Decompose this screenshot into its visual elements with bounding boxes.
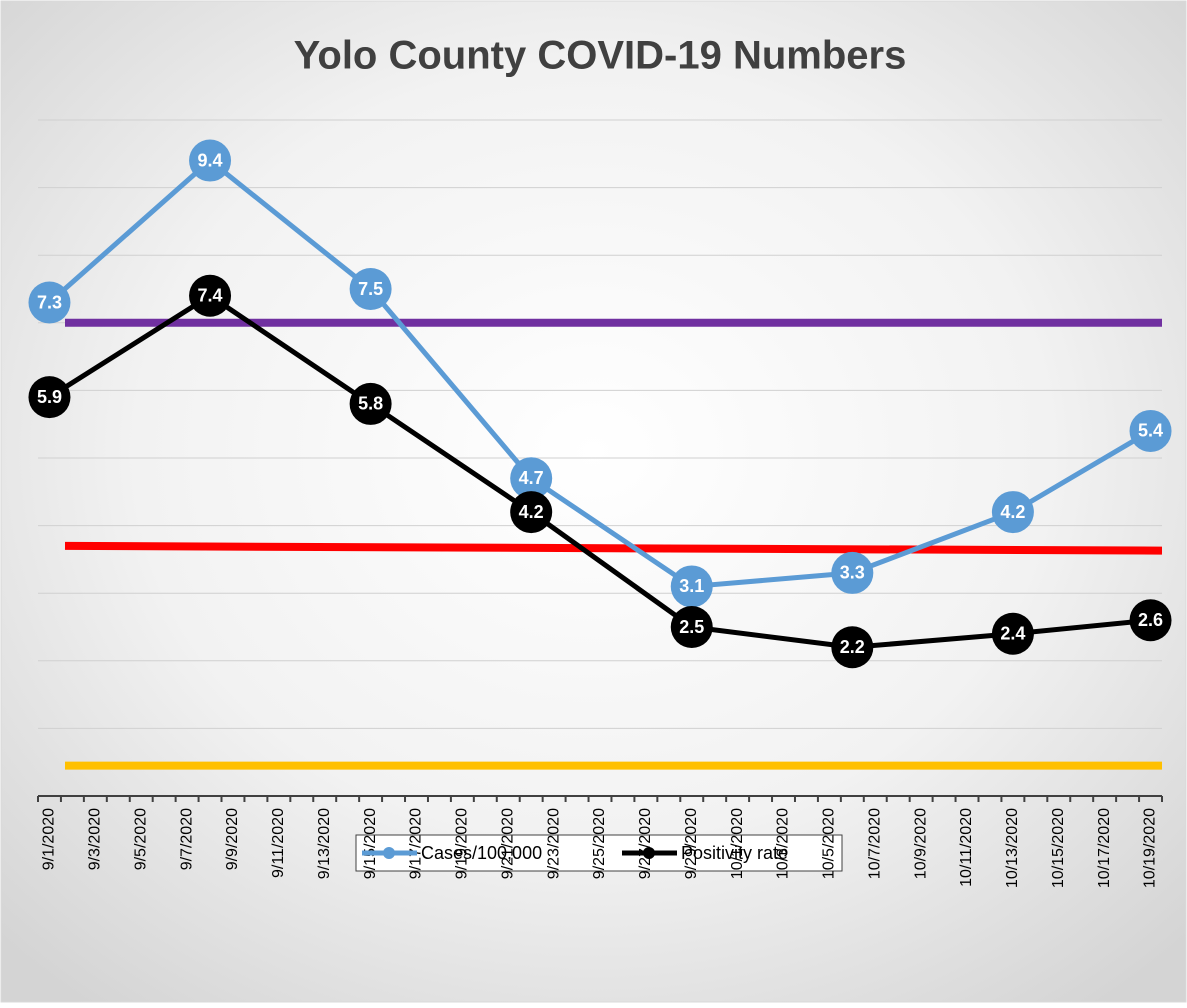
data-point <box>349 382 392 425</box>
series-line <box>48 293 1151 650</box>
x-tick-label: 10/11/2020 <box>958 808 975 887</box>
data-point <box>28 281 71 324</box>
x-tick-label: 10/7/2020 <box>866 808 883 879</box>
legend-marker <box>643 847 655 859</box>
data-point <box>670 565 713 608</box>
x-tick-label: 10/15/2020 <box>1050 808 1067 888</box>
data-label: 7.3 <box>37 292 62 312</box>
x-tick-label: 10/1/2020 <box>729 808 746 879</box>
data-label: 4.2 <box>519 502 544 522</box>
x-tick-label: 10/17/2020 <box>1096 808 1113 888</box>
chart-title: Yolo County COVID-19 Numbers <box>294 34 907 78</box>
x-tick-label: 9/1/2020 <box>41 808 58 870</box>
data-label: 3.3 <box>840 563 865 583</box>
legend-marker <box>383 847 395 859</box>
data-label: 2.4 <box>1000 624 1025 644</box>
x-tick-label: 10/3/2020 <box>775 808 792 879</box>
data-point <box>1129 409 1172 452</box>
data-label: 9.4 <box>198 150 223 170</box>
x-tick-label: 9/25/2020 <box>591 808 608 879</box>
data-label: 4.7 <box>519 468 544 488</box>
data-point <box>510 457 553 500</box>
x-tick-label: 10/5/2020 <box>821 808 838 879</box>
x-tick-label: 9/17/2020 <box>408 808 425 879</box>
x-tick-label: 9/5/2020 <box>132 808 149 870</box>
data-point <box>1129 599 1172 642</box>
data-label: 2.6 <box>1138 610 1163 630</box>
legend-label: Positivity rate <box>681 843 788 863</box>
series-line <box>47 158 1152 589</box>
x-tick-label: 9/7/2020 <box>178 808 195 870</box>
x-tick-label: 9/23/2020 <box>545 808 562 879</box>
data-label: 3.1 <box>679 576 704 596</box>
data-point <box>991 612 1034 655</box>
x-tick-label: 10/19/2020 <box>1142 808 1159 888</box>
legend-box <box>355 834 843 872</box>
data-point <box>831 626 874 669</box>
data-point <box>831 551 874 594</box>
x-tick-label: 10/13/2020 <box>1004 808 1021 888</box>
data-label: 5.4 <box>1138 421 1163 441</box>
data-point <box>349 268 392 310</box>
data-point <box>510 491 553 534</box>
reference-line <box>64 541 1163 555</box>
x-tick-label: 9/27/2020 <box>637 808 654 879</box>
data-point <box>670 606 713 648</box>
data-point <box>28 376 71 419</box>
data-label: 2.2 <box>840 637 865 657</box>
data-point <box>189 139 232 182</box>
data-point <box>991 491 1034 534</box>
data-label: 2.5 <box>679 617 704 637</box>
legend-label: Cases/100,000 <box>421 843 542 863</box>
data-label: 5.9 <box>37 387 62 407</box>
x-tick-label: 9/19/2020 <box>454 808 471 879</box>
x-tick-label: 9/3/2020 <box>87 808 104 870</box>
data-label: 7.4 <box>198 286 223 306</box>
x-tick-label: 10/9/2020 <box>912 808 929 879</box>
x-tick-label: 9/9/2020 <box>224 808 241 870</box>
x-tick-label: 9/11/2020 <box>270 808 287 878</box>
data-point <box>189 274 232 317</box>
x-tick-label: 9/15/2020 <box>362 808 379 879</box>
data-label: 5.8 <box>358 394 383 414</box>
x-tick-label: 9/13/2020 <box>316 808 333 879</box>
data-label: 7.5 <box>358 279 383 299</box>
data-label: 4.2 <box>1000 502 1025 522</box>
x-tick-label: 9/21/2020 <box>499 808 516 879</box>
x-tick-label: 9/29/2020 <box>683 808 700 879</box>
